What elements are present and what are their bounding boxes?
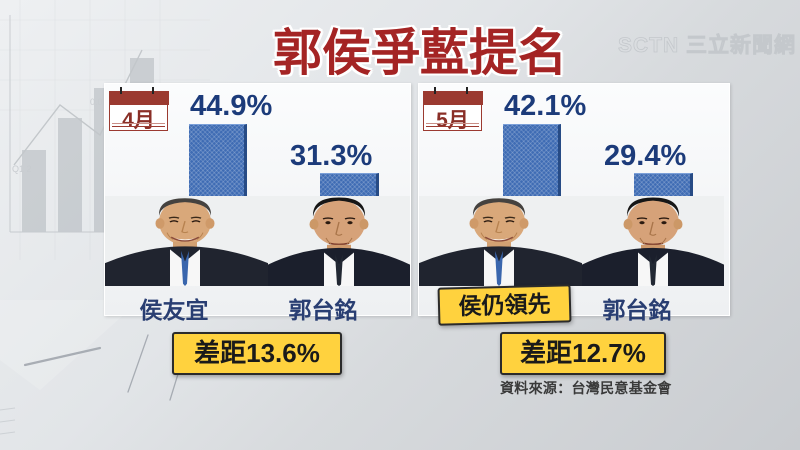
svg-text:Q1 2: Q1 2 [12, 164, 32, 174]
